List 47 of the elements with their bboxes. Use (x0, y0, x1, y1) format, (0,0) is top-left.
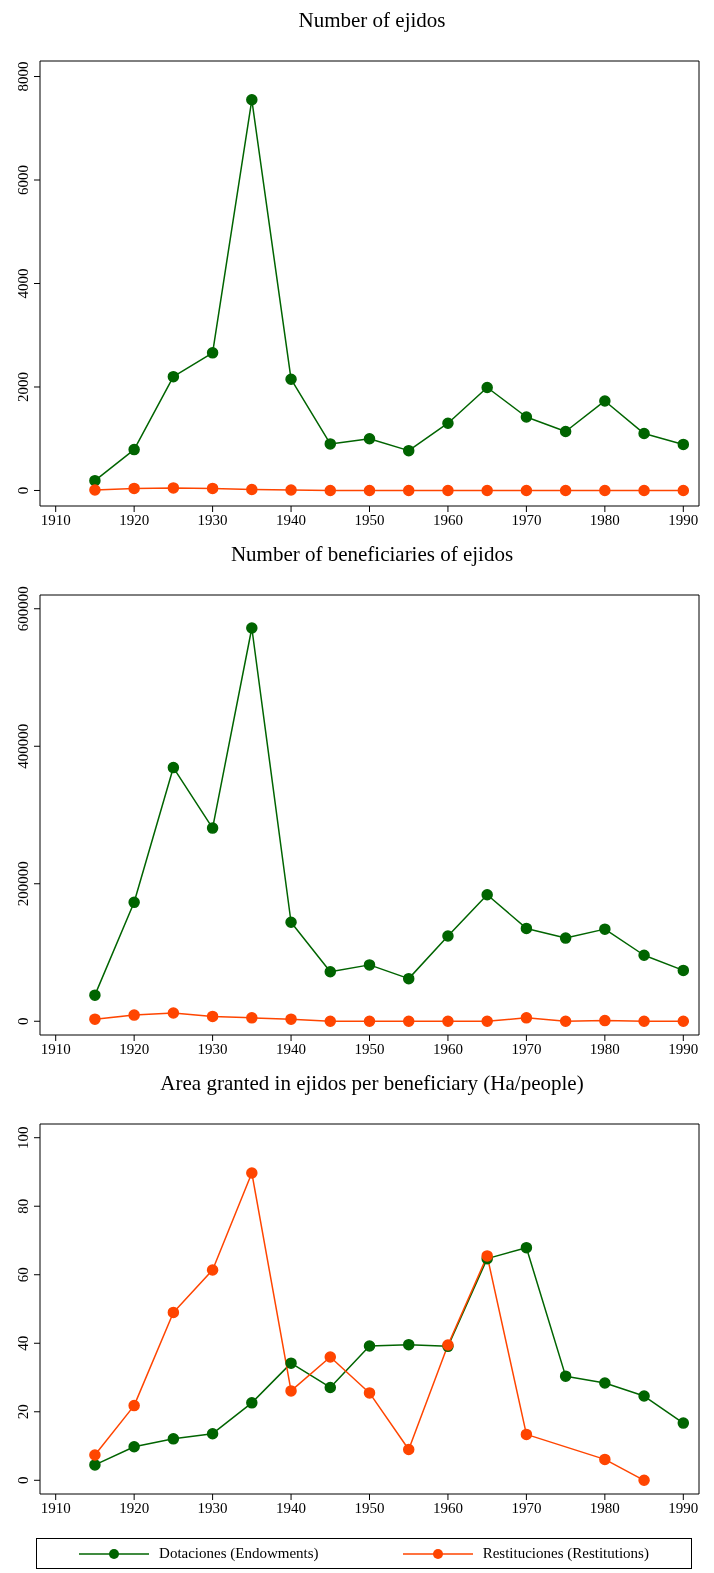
legend-label: Dotaciones (Endowments) (159, 1545, 319, 1562)
y-tick-label: 6000 (15, 165, 31, 196)
x-tick-label: 1910 (40, 1040, 71, 1057)
chart-title: Number of ejidos (297, 8, 447, 34)
x-tick-label: 1970 (511, 1040, 542, 1057)
x-tick-label: 1980 (589, 511, 620, 528)
y-tick-label: 400000 (15, 723, 31, 769)
y-tick-label: 0 (15, 1476, 31, 1485)
y-tick-label: 20 (15, 1404, 31, 1420)
x-tick-label: 1990 (668, 1499, 699, 1516)
x-tick-label: 1910 (40, 511, 71, 528)
x-tick-label: 1980 (589, 1040, 620, 1057)
chart-title: Area granted in ejidos per beneficiary (Ha/people) (159, 1071, 585, 1097)
y-tick-label: 40 (15, 1335, 31, 1351)
y-tick-label: 60 (15, 1267, 31, 1283)
legend-label: Restituciones (Restitutions) (482, 1545, 649, 1562)
x-tick-label: 1940 (276, 1040, 307, 1057)
y-tick-label: 0 (15, 486, 31, 495)
x-tick-label: 1920 (119, 511, 150, 528)
x-tick-label: 1960 (432, 511, 463, 528)
chart-title: Number of beneficiaries of ejidos (229, 542, 515, 568)
x-tick-label: 1990 (668, 511, 699, 528)
y-tick-label: 200000 (15, 861, 31, 907)
y-tick-label: 100 (15, 1126, 31, 1149)
x-tick-label: 1970 (511, 1499, 542, 1516)
x-tick-label: 1940 (276, 1499, 307, 1516)
x-tick-label: 1940 (276, 511, 307, 528)
x-tick-label: 1980 (589, 1499, 620, 1516)
x-tick-label: 1950 (354, 511, 385, 528)
x-tick-label: 1920 (119, 1499, 150, 1516)
y-tick-label: 2000 (15, 371, 31, 402)
x-tick-label: 1990 (668, 1040, 699, 1057)
x-tick-label: 1930 (197, 1499, 228, 1516)
x-tick-label: 1960 (432, 1499, 463, 1516)
x-tick-label: 1930 (197, 511, 228, 528)
x-tick-label: 1910 (40, 1499, 71, 1516)
x-tick-label: 1930 (197, 1040, 228, 1057)
y-tick-label: 0 (15, 1017, 31, 1025)
x-tick-label: 1920 (119, 1040, 150, 1057)
y-tick-label: 600000 (15, 586, 31, 632)
y-tick-label: 8000 (15, 61, 31, 92)
y-tick-label: 4000 (15, 268, 31, 299)
y-tick-label: 80 (15, 1198, 31, 1214)
x-tick-label: 1970 (511, 511, 542, 528)
x-tick-label: 1950 (354, 1499, 385, 1516)
x-tick-label: 1950 (354, 1040, 385, 1057)
x-tick-label: 1960 (432, 1040, 463, 1057)
